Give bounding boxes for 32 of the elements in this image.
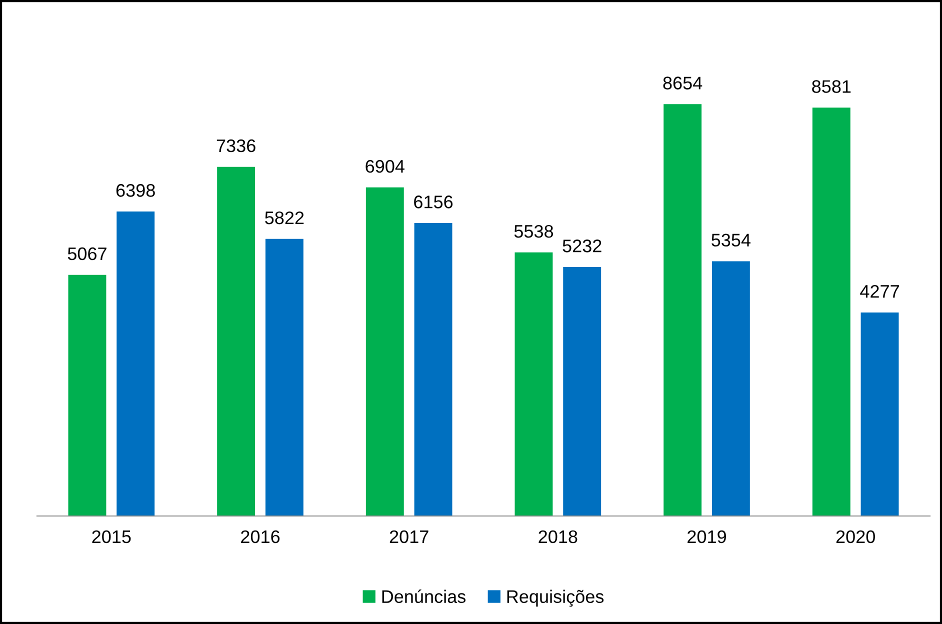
bar bbox=[860, 312, 899, 516]
data-label: 6904 bbox=[366, 160, 404, 173]
data-label: 4277 bbox=[860, 284, 899, 298]
data-label: 6398 bbox=[116, 184, 155, 197]
bar bbox=[664, 104, 702, 516]
data-label: 5232 bbox=[562, 240, 602, 252]
data-label: 6156 bbox=[414, 196, 453, 208]
bar bbox=[116, 212, 155, 516]
x-tick-label: 2017 bbox=[390, 530, 428, 544]
data-label: 5822 bbox=[265, 211, 304, 224]
data-label: 5067 bbox=[68, 247, 106, 260]
x-tick-label: 2016 bbox=[241, 530, 280, 544]
bar bbox=[712, 261, 750, 516]
bar bbox=[265, 238, 304, 516]
bar bbox=[68, 274, 106, 516]
bar bbox=[366, 187, 404, 516]
data-label: 8654 bbox=[663, 76, 702, 90]
legend-label: Requisições bbox=[507, 590, 604, 607]
x-tick-label: 2019 bbox=[688, 530, 726, 544]
data-label: 7336 bbox=[216, 139, 256, 152]
legend-label: Denúncias bbox=[382, 590, 466, 604]
x-tick-label: 2020 bbox=[836, 530, 875, 544]
bar bbox=[812, 108, 850, 516]
bar bbox=[514, 252, 553, 516]
data-label: 5354 bbox=[712, 234, 750, 247]
data-label: 8581 bbox=[812, 80, 851, 93]
bar bbox=[414, 223, 452, 516]
bar bbox=[563, 266, 602, 516]
x-tick-label: 2018 bbox=[538, 530, 578, 544]
data-label: 5538 bbox=[514, 224, 554, 238]
bar bbox=[217, 166, 256, 516]
x-tick-label: 2015 bbox=[92, 530, 131, 544]
